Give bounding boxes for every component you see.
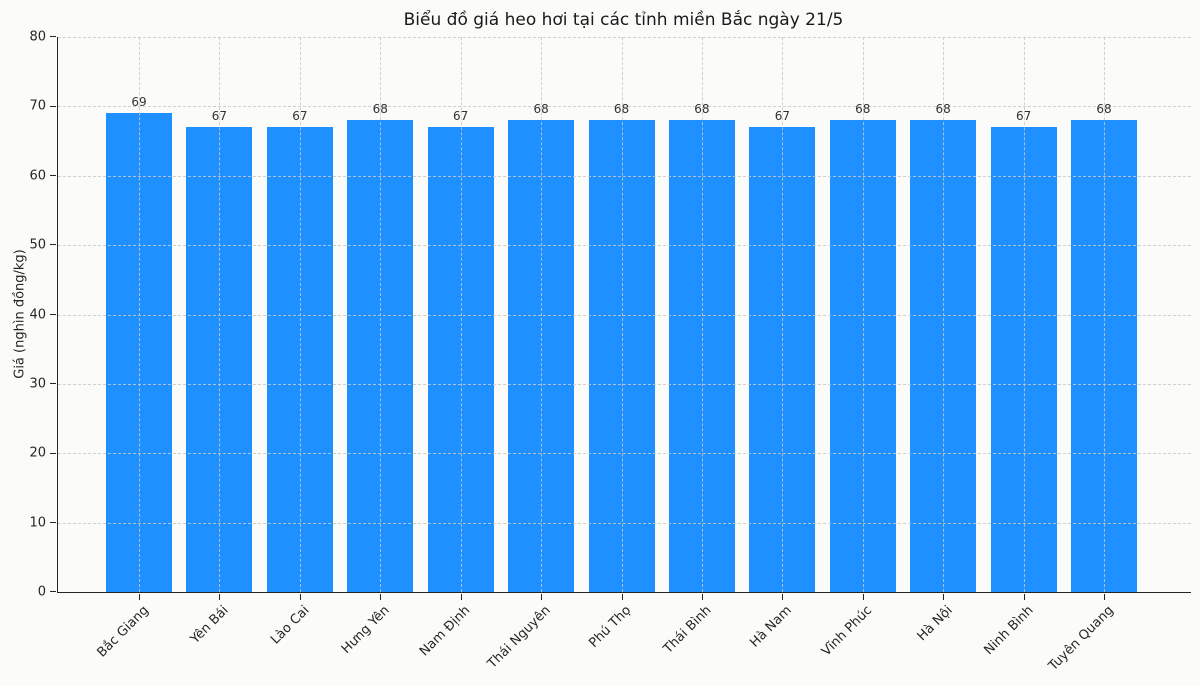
bar-value-label: 68 [694,102,710,117]
bar-value-label: 67 [211,109,228,124]
bar-value-label: 67 [453,109,469,124]
v-gridline [139,37,140,592]
bar-value-label: 68 [935,102,951,117]
x-tick-label: Hưng Yên [339,603,393,657]
v-gridline [219,37,221,592]
bar-value-label: 68 [372,102,388,117]
y-tick [50,521,56,523]
h-gridline [58,175,1191,177]
bar-value-label: 67 [1015,109,1032,124]
v-gridline [380,37,382,592]
y-tick-label: 60 [29,168,46,184]
chart-title: Biểu đồ giá heo hơi tại các tỉnh miền Bắ… [403,10,844,30]
bar-value-label: 67 [774,109,790,124]
v-gridline [782,37,784,592]
y-tick-label: 50 [29,237,46,253]
y-tick [50,383,56,385]
y-tick [50,175,56,176]
x-tick [380,593,382,600]
x-tick-label: Nam Định [416,603,474,660]
x-tick [701,593,703,600]
v-gridline [299,37,301,592]
bar-value-label: 68 [855,102,871,117]
bar-value-label: 68 [1096,102,1112,117]
x-tick-label: Bắc Giang [94,603,152,661]
h-gridline [58,453,1191,455]
x-tick-label: Ninh Bình [981,603,1037,659]
x-tick [1023,593,1025,600]
v-gridline [460,37,462,592]
h-gridline [58,314,1191,316]
y-tick [50,313,56,315]
x-tick-label: Thái Bình [660,603,715,657]
x-tick-label: Tuyên Quang [1045,603,1117,674]
x-tick [460,593,462,600]
h-gridline [58,522,1191,524]
v-gridline [541,37,543,592]
bar-value-label: 69 [131,95,147,110]
v-gridline [621,37,623,592]
v-gridline [1023,37,1025,592]
y-tick-label: 70 [29,98,46,114]
x-tick-label: Thái Nguyên [485,603,554,672]
y-tick [50,244,56,246]
bar-value-label: 67 [292,109,308,124]
x-tick [621,593,623,600]
y-tick-label: 40 [29,307,46,322]
y-tick-label: 20 [29,445,46,461]
x-tick-label: Hà Nội [914,603,956,645]
x-tick [219,593,221,600]
bar-value-label: 68 [613,102,630,117]
v-gridline [701,37,703,592]
y-tick [50,105,56,107]
h-gridline [58,106,1191,108]
plot-area: 0 10 20 30 40 50 60 70 80 69 Bắc Giang 67 Yên Bái 67 L… [29,30,1191,674]
x-tick [1104,593,1106,600]
v-gridline [1104,37,1106,592]
x-tick-label: Phú Thọ [586,603,635,651]
v-gridline [862,37,864,592]
x-tick [862,593,864,600]
y-tick [50,591,56,593]
x-tick-label: Hà Nam [747,603,795,651]
v-gridline [943,37,945,592]
y-axis-title: Giá (nghìn đồng/kg) [12,249,28,379]
bar-value-label: 68 [533,102,549,117]
y-tick [50,452,56,454]
x-tick [139,593,140,600]
y-tick-label: 10 [29,515,46,531]
h-gridline [58,37,1191,38]
x-tick-label: Yên Bái [188,603,233,647]
x-tick [541,593,543,600]
y-tick [50,36,56,38]
x-tick [299,593,301,600]
h-gridline [58,245,1191,247]
y-tick-label: 80 [29,29,46,45]
y-tick-label: 30 [29,376,46,392]
h-gridline [58,383,1191,385]
y-tick-label: 0 [37,584,46,600]
x-tick [782,593,784,600]
x-tick [943,593,945,600]
x-tick-label: Vĩnh Phúc [819,603,876,660]
x-tick-label: Lào Cai [267,603,313,648]
